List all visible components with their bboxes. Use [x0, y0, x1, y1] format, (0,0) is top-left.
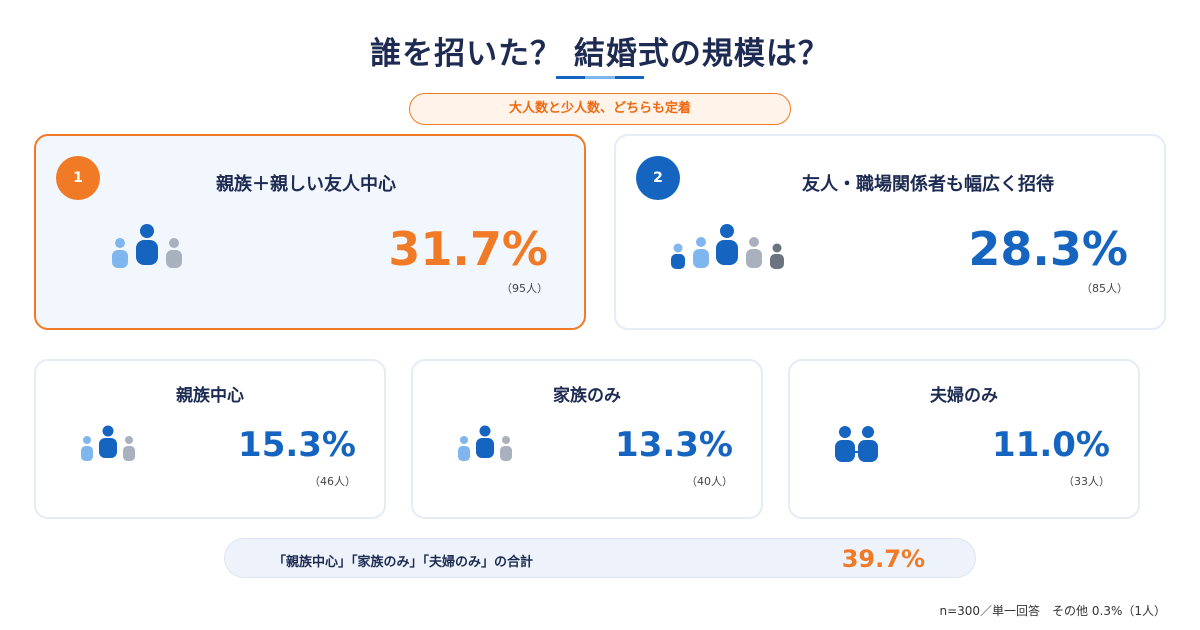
respondent-count: （85人）	[1081, 282, 1128, 295]
card-label: 友人・職場関係者も幅広く招待	[802, 174, 1054, 195]
result-card-couple-only: 夫婦のみ 11.0% （33人）	[788, 359, 1140, 519]
respondent-count: （33人）	[1063, 475, 1110, 488]
percent-value: 11.0%	[992, 425, 1110, 465]
people-group-icon	[112, 224, 182, 268]
subtitle-badge: 大人数と少人数、どちらも定着	[409, 93, 791, 125]
card-label: 親族＋親しい友人中心	[216, 174, 396, 195]
card-label: 親族中心	[176, 386, 244, 406]
result-card-relatives: 親族中心 15.3% （46人）	[34, 359, 386, 519]
rank-badge: 1	[56, 156, 100, 200]
footnote: n=300／単一回答 その他 0.3%（1人）	[939, 604, 1166, 618]
people-group-icon	[671, 224, 784, 269]
people-group-icon	[458, 425, 512, 461]
title-underline	[556, 76, 644, 79]
percent-value: 28.3%	[968, 222, 1128, 276]
percent-value: 13.3%	[615, 425, 733, 465]
total-label: 「親族中心」「家族のみ」「夫婦のみ」の合計	[273, 555, 534, 570]
percent-value: 31.7%	[388, 222, 548, 276]
respondent-count: （40人）	[686, 475, 733, 488]
result-card-family-only: 家族のみ 13.3% （40人）	[411, 359, 763, 519]
couple-icon	[835, 426, 878, 462]
total-value: 39.7%	[841, 545, 925, 573]
card-label: 家族のみ	[553, 386, 621, 406]
percent-value: 15.3%	[238, 425, 356, 465]
card-label: 夫婦のみ	[930, 386, 998, 406]
result-card-rank-1: 1 親族＋親しい友人中心 31.7% （95人）	[34, 134, 586, 330]
people-group-icon	[81, 425, 135, 461]
total-summary-bar: 「親族中心」「家族のみ」「夫婦のみ」の合計 39.7%	[224, 538, 976, 578]
page-title: 誰を招いた？ 結婚式の規模は？	[370, 36, 830, 72]
respondent-count: （95人）	[501, 282, 548, 295]
respondent-count: （46人）	[309, 475, 356, 488]
rank-badge: 2	[636, 156, 680, 200]
result-card-rank-2: 2 友人・職場関係者も幅広く招待 28.3% （85人）	[614, 134, 1166, 330]
